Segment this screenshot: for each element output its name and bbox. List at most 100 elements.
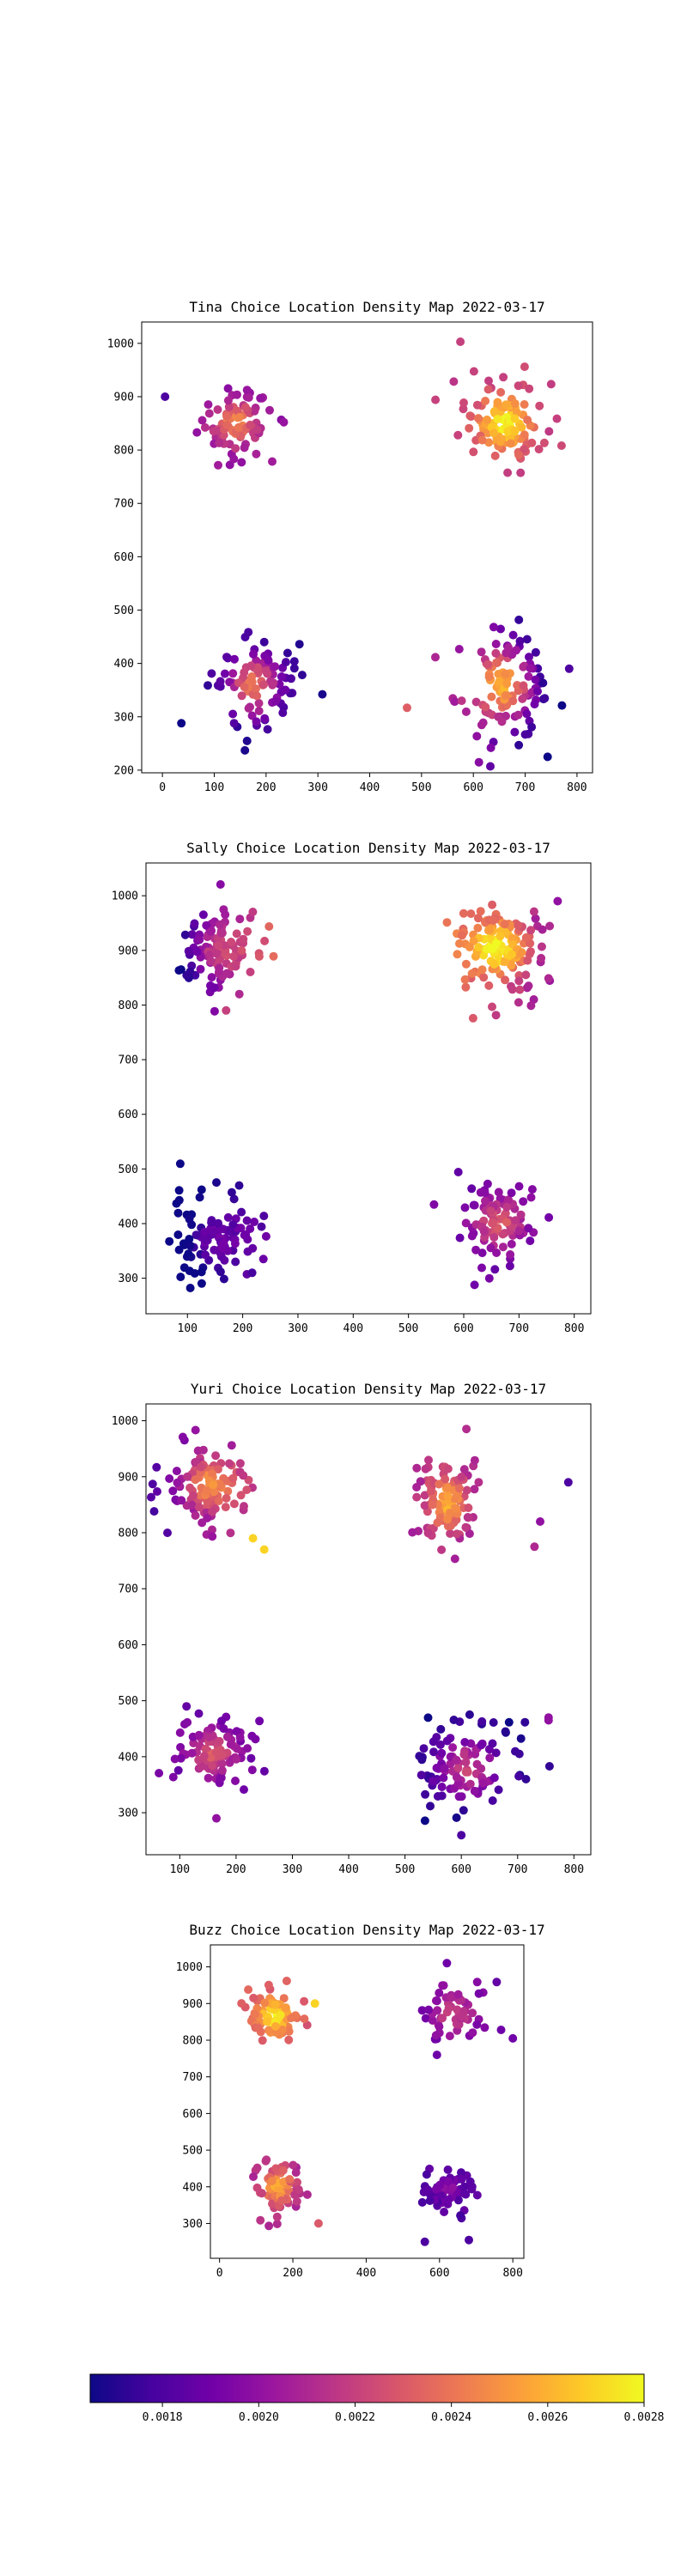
scatter-point	[249, 649, 258, 659]
scatter-point	[436, 1724, 446, 1734]
scatter-point	[242, 1485, 252, 1495]
scatter-point	[237, 945, 246, 955]
scatter-point	[531, 647, 540, 657]
scatter-point	[176, 965, 185, 975]
scatter-point	[444, 2003, 453, 2013]
scatter-point	[454, 1484, 464, 1493]
y-tick-label: 500	[119, 1163, 138, 1176]
scatter-point	[207, 1218, 216, 1227]
scatter-point	[214, 1497, 223, 1505]
scatter-point	[254, 951, 264, 961]
scatter-point	[465, 1710, 474, 1719]
scatter-point	[501, 1727, 510, 1736]
scatter-point	[263, 725, 272, 734]
scatter-point	[514, 1771, 524, 1781]
scatter-point	[492, 1249, 502, 1257]
chart-title: Tina Choice Location Density Map 2022-03…	[189, 299, 544, 315]
scatter-point	[539, 438, 549, 447]
x-tick-label: 800	[502, 2267, 522, 2280]
scatter-point	[279, 1994, 289, 2003]
scatter-point	[525, 384, 534, 393]
scatter-point	[216, 928, 226, 938]
scatter-point	[272, 2212, 282, 2221]
scatter-point	[247, 1765, 257, 1775]
scatter-point	[491, 939, 501, 948]
scatter-point	[483, 1179, 492, 1188]
scatter-point	[182, 970, 192, 980]
scatter-point	[230, 1239, 240, 1249]
scatter-point	[527, 722, 537, 732]
scatter-point	[264, 2221, 274, 2231]
scatter-point	[249, 2172, 258, 2181]
y-tick-label: 300	[119, 1807, 138, 1820]
scatter-point	[462, 1485, 471, 1495]
scatter-point	[431, 2031, 441, 2040]
scatter-point	[206, 927, 216, 936]
scatter-point	[531, 914, 540, 923]
scatter-point	[489, 407, 499, 416]
scatter-point	[173, 1208, 183, 1218]
x-tick-label: 100	[178, 1322, 198, 1335]
scatter-point	[459, 908, 468, 918]
scatter-point	[220, 669, 229, 678]
scatter-point	[220, 941, 229, 950]
scatter-point	[540, 694, 550, 703]
scatter-point	[177, 1496, 186, 1505]
y-tick-label: 400	[183, 2181, 203, 2194]
scatter-point	[432, 2050, 441, 2060]
scatter-point	[483, 659, 492, 669]
scatter-point	[417, 2006, 427, 2015]
y-tick-label: 800	[119, 1528, 138, 1540]
scatter-point	[471, 1245, 481, 1255]
scatter-point	[512, 646, 521, 655]
scatter-point	[229, 951, 239, 961]
scatter-point	[175, 1159, 185, 1169]
scatter-point	[465, 1529, 474, 1539]
scatter-point	[440, 1764, 449, 1773]
scatter-point	[185, 1284, 195, 1292]
scatter-point	[202, 920, 211, 930]
scatter-point	[192, 1230, 201, 1240]
scatter-point	[457, 2012, 466, 2021]
scatter-point	[300, 1996, 309, 2006]
scatter-point	[281, 685, 290, 695]
scatter-point	[468, 2028, 477, 2038]
scatter-point	[207, 669, 216, 678]
scatter-point	[225, 1459, 234, 1468]
scatter-point	[499, 373, 508, 382]
scatter-point	[453, 2196, 463, 2205]
scatter-point	[478, 1778, 488, 1788]
scatter-point	[452, 1813, 461, 1822]
scatter-point	[213, 941, 222, 951]
scatter-point	[472, 1759, 482, 1769]
scatter-point	[240, 668, 249, 677]
scatter-point	[466, 909, 476, 919]
scatter-point	[518, 694, 527, 703]
scatter-point	[246, 968, 255, 976]
scatter-point	[214, 460, 222, 470]
scatter-point	[198, 1518, 207, 1528]
scatter-point	[530, 1542, 539, 1552]
scatter-point	[209, 1480, 218, 1490]
scatter-point	[202, 1486, 211, 1496]
scatter-points	[165, 880, 562, 1292]
scatter-point	[468, 1013, 477, 1023]
scatter-point	[465, 411, 475, 421]
scatter-point	[246, 661, 256, 671]
scatter-point	[223, 1486, 233, 1496]
scatter-point	[469, 447, 478, 457]
scatter-point	[467, 1184, 477, 1194]
scatter-point	[255, 1716, 264, 1726]
scatter-point	[543, 752, 552, 762]
scatter-point	[483, 385, 493, 394]
scatter-point	[485, 1753, 495, 1763]
scatter-point	[222, 1005, 231, 1015]
scatter-point	[502, 679, 512, 689]
scatter-point	[471, 697, 481, 707]
scatter-point	[264, 922, 274, 931]
scatter-point	[459, 398, 468, 407]
scatter-point	[246, 702, 254, 712]
scatter-point	[208, 1761, 216, 1771]
scatter-point	[474, 757, 483, 767]
x-tick-label: 200	[226, 1863, 246, 1876]
